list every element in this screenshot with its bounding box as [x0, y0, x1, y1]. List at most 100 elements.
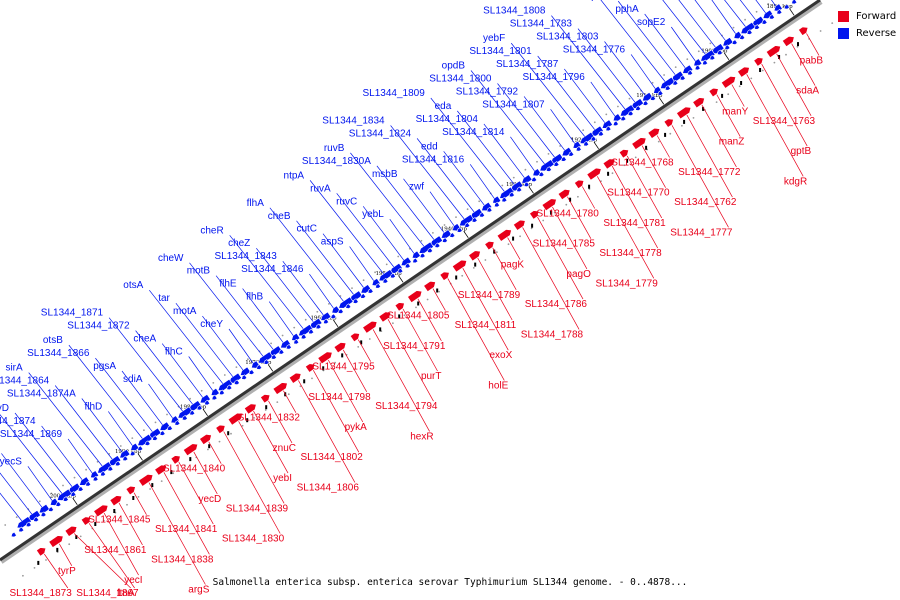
guide-dot [501, 184, 504, 187]
reverse-gene-label: SL1344_1800 [429, 74, 492, 85]
guide-dot [264, 409, 267, 411]
reverse-gene-minor-shape [33, 516, 40, 523]
forward-leader [462, 268, 509, 351]
guide-dot [657, 140, 660, 143]
axis-tick [202, 408, 208, 417]
guide-dot [351, 287, 353, 289]
reverse-gene-minor-shape [724, 44, 731, 51]
reverse-gene-minor-shape [716, 49, 724, 56]
reverse-gene-label: sirA [5, 363, 23, 374]
reverse-gene-minor [40, 511, 47, 518]
reverse-gene-label: tar [158, 293, 170, 304]
guide-dot [172, 472, 175, 475]
guide-dot [207, 448, 209, 451]
forward-gene-label: SL1344_1798 [308, 392, 371, 403]
forward-gene-label: SL1344_1832 [238, 413, 301, 424]
reverse-leader [1, 453, 43, 508]
reverse-leader [27, 466, 53, 501]
reverse-leader [510, 42, 585, 137]
reverse-leader [617, 0, 676, 75]
guide-dot [281, 334, 284, 337]
reverse-gene-minor [226, 384, 233, 391]
reverse-gene-minor [166, 425, 174, 431]
reverse-gene-minor-shape [538, 171, 545, 177]
forward-marker [37, 560, 40, 565]
reverse-gene-minor [627, 110, 634, 117]
guide-dot [582, 129, 585, 132]
axis-tick [267, 364, 274, 372]
reverse-leader [336, 193, 394, 268]
forward-gene [720, 76, 737, 89]
reverse-gene-minor-shape [783, 3, 790, 10]
reverse-gene-minor-shape [449, 232, 456, 238]
reverse-leader [755, 0, 766, 14]
reverse-gene-minor-shape [650, 95, 657, 101]
reverse-gene-minor-shape [367, 288, 374, 294]
reverse-gene-minor [687, 69, 694, 76]
forward-gene-shape [468, 250, 481, 262]
guide-dot [45, 559, 47, 561]
reverse-gene-minor [204, 399, 211, 406]
guide-dot [415, 306, 417, 309]
guide-dot [73, 476, 76, 479]
reverse-leader [662, 0, 706, 55]
reverse-gene-minor [620, 115, 627, 122]
reverse-gene-minor [129, 450, 136, 457]
reverse-gene-minor [679, 74, 686, 81]
forward-gene-label: pykA [345, 422, 368, 433]
forward-gene-label: SL1344_1777 [670, 227, 733, 238]
reverse-gene-minor-shape [166, 425, 174, 431]
forward-gene-shape [64, 525, 78, 537]
reverse-leader [81, 398, 123, 453]
forward-marker [265, 405, 268, 410]
reverse-gene-minor [122, 455, 129, 462]
reverse-gene-label: SL1344_1809 [363, 88, 426, 99]
guide-dot [461, 274, 464, 277]
reverse-gene-label: aspS [321, 237, 344, 248]
reverse-gene-minor-shape [776, 8, 783, 15]
reverse-gene-minor-shape [211, 394, 218, 401]
guide-dot [686, 58, 689, 61]
reverse-gene-shape [16, 516, 32, 529]
forward-leader [477, 257, 513, 321]
reverse-leader [510, 136, 535, 172]
reverse-leader [28, 372, 103, 467]
guide-dot [299, 385, 302, 388]
reverse-gene-minor-shape [761, 19, 768, 25]
forward-gene-label: SL1344_1838 [151, 554, 214, 565]
reverse-gene-minor-shape [337, 308, 344, 314]
reverse-gene-minor [189, 409, 196, 416]
reverse-gene-minor [263, 359, 270, 365]
forward-leader [58, 543, 73, 566]
forward-gene-label: SL1344_1873 [10, 588, 73, 599]
reverse-leader [108, 317, 183, 412]
forward-marker [246, 418, 249, 423]
forward-leader [701, 104, 737, 168]
reverse-leader [95, 357, 153, 432]
reverse-gene-minor [412, 257, 419, 264]
reverse-gene-minor-shape [25, 521, 32, 528]
reverse-gene-minor [278, 348, 285, 355]
guide-dot [611, 172, 614, 175]
reverse-gene-minor-shape [315, 323, 322, 330]
reverse-gene-minor-shape [746, 29, 753, 35]
reverse-strand: SL1344_1767rrmAprccspCftsI2SL1344_1769ht… [0, 0, 798, 538]
forward-gene-label: purT [421, 371, 442, 382]
reverse-gene-minor [308, 328, 315, 335]
reverse-gene-label: SL1344_1801 [469, 46, 532, 57]
reverse-gene-minor [605, 125, 612, 132]
reverse-gene-minor [345, 303, 352, 309]
guide-dot [478, 200, 481, 203]
forward-gene-shape [451, 259, 468, 273]
guide-dot [15, 516, 18, 518]
reverse-gene-minor-shape [10, 531, 17, 538]
reverse-gene-minor-shape [382, 277, 389, 284]
forward-marker [569, 197, 572, 202]
legend-forward-label: Forward [856, 11, 897, 22]
forward-gene-label: yecI [124, 575, 142, 586]
reverse-gene [619, 104, 636, 117]
reverse-gene-label: flhA [247, 198, 265, 209]
reverse-gene-minor-shape [404, 262, 411, 269]
forward-gene-label: ftnA [117, 588, 135, 599]
forward-gene [260, 394, 271, 404]
